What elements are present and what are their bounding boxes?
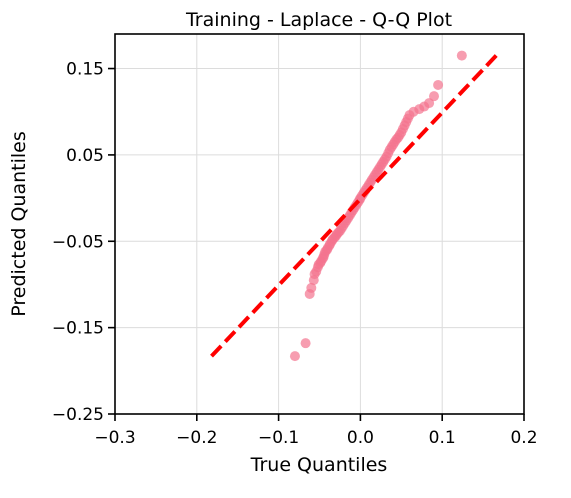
y-tick-label: −0.15: [52, 319, 104, 339]
y-tick-label: 0.15: [66, 60, 104, 80]
x-tick-label: −0.2: [176, 428, 217, 448]
x-tick-label: 0.1: [429, 428, 456, 448]
reference-diagonal-line: [210, 52, 500, 358]
data-points: [289, 50, 467, 362]
y-axis-label: Predicted Quantiles: [8, 131, 30, 317]
reference-line: [210, 52, 500, 358]
data-point: [300, 338, 311, 349]
x-tick-label: 0.0: [347, 428, 374, 448]
data-point: [456, 50, 467, 61]
x-tick-label: 0.2: [510, 428, 537, 448]
data-point: [424, 98, 435, 109]
y-tick-label: −0.25: [52, 405, 104, 425]
x-axis-label: True Quantiles: [250, 454, 388, 476]
y-tick-label: −0.05: [52, 232, 104, 252]
chart-title: Training - Laplace - Q-Q Plot: [185, 9, 452, 31]
data-point: [289, 351, 300, 362]
y-tick-label: 0.05: [66, 146, 104, 166]
x-axis-ticks: −0.3 −0.2 −0.1 0.0 0.1 0.2: [94, 414, 538, 448]
x-tick-label: −0.1: [258, 428, 299, 448]
x-tick-label: −0.3: [94, 428, 135, 448]
data-point: [306, 282, 317, 293]
data-point: [433, 79, 444, 90]
data-point: [429, 91, 440, 102]
y-axis-ticks: 0.15 0.05 −0.05 −0.15 −0.25: [52, 60, 115, 425]
plot-frame: [114, 33, 525, 415]
